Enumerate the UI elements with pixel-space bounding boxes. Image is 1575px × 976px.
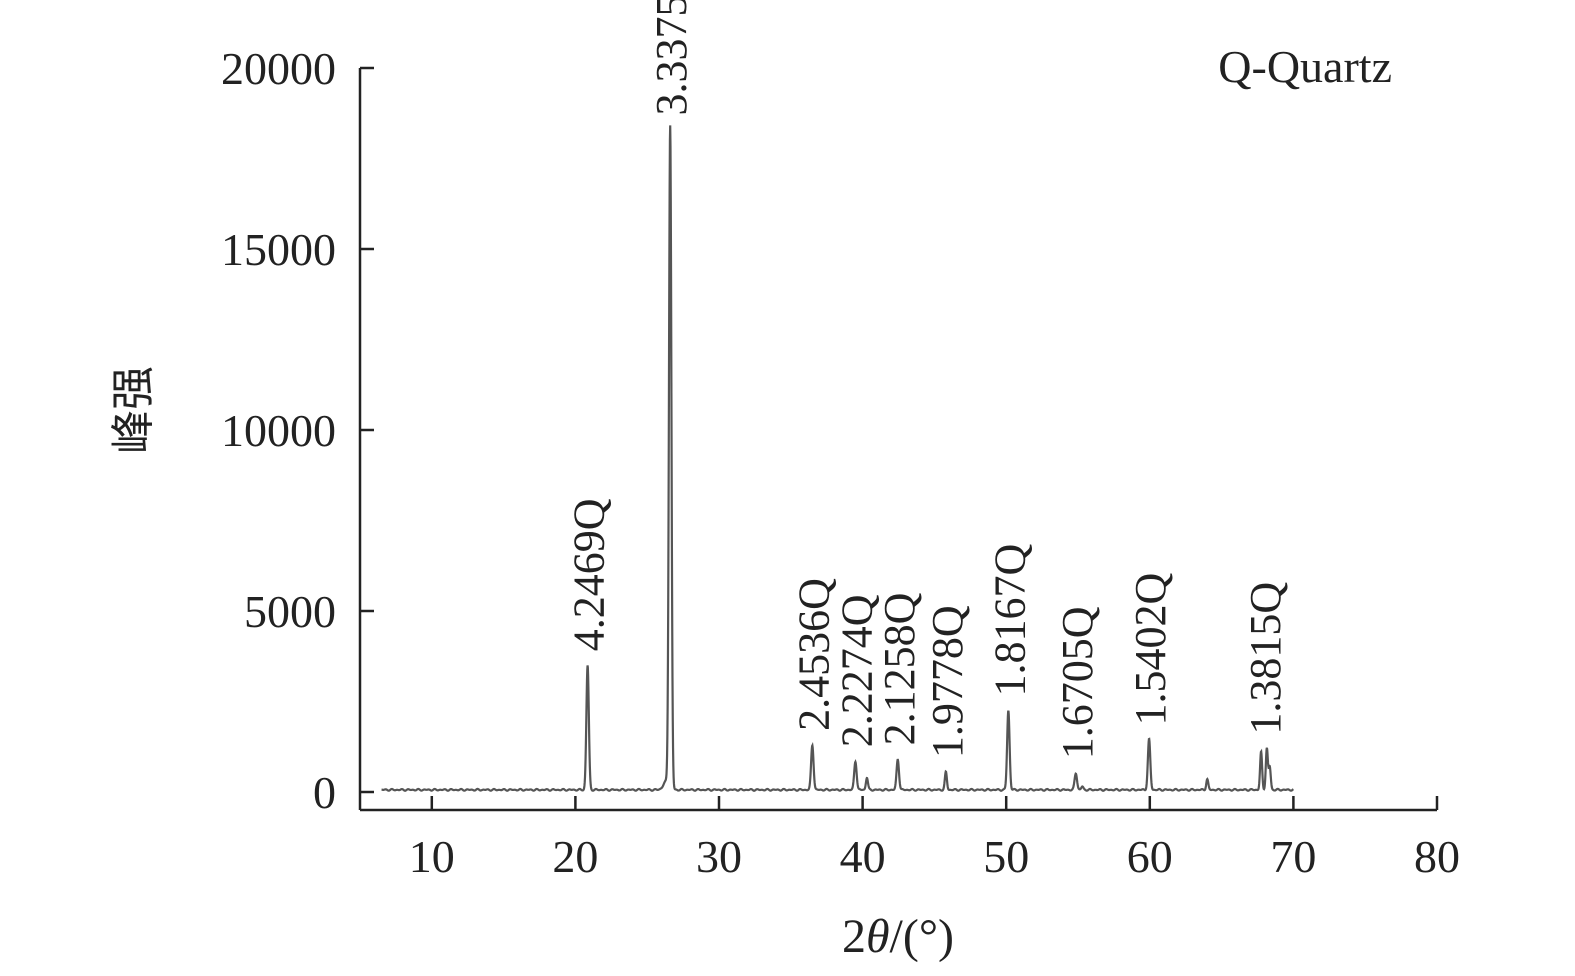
y-tick-label: 15000 xyxy=(221,224,336,275)
axes xyxy=(358,68,1437,812)
peak-annotation: 4.2469Q xyxy=(565,498,614,651)
x-tick-label: 40 xyxy=(840,831,886,882)
x-tick-label: 10 xyxy=(409,831,455,882)
peak-annotation: 2.2274Q xyxy=(832,594,881,747)
x-ticks: 10 20 30 40 50 60 70 80 xyxy=(409,796,1460,882)
x-axis-title: 2θ/(°) xyxy=(842,910,954,963)
y-axis-title: 峰强 xyxy=(108,366,159,454)
x-tick-label: 80 xyxy=(1414,831,1460,882)
y-tick-label: 0 xyxy=(313,767,336,818)
y-tick-label: 10000 xyxy=(221,405,336,456)
x-tick-label: 50 xyxy=(983,831,1029,882)
peak-annotation: 1.9778Q xyxy=(923,605,972,758)
peak-annotation: 1.5402Q xyxy=(1126,573,1175,726)
peak-annotation: 1.3815Q xyxy=(1241,582,1290,735)
y-ticks: 0 5000 10000 15000 20000 xyxy=(221,43,374,818)
legend-label: Q-Quartz xyxy=(1218,41,1392,92)
xrd-pattern-line xyxy=(381,125,1294,792)
peak-annotation: 2.1258Q xyxy=(875,592,924,745)
peak-annotation: 1.8167Q xyxy=(985,544,1034,697)
x-tick-label: 70 xyxy=(1270,831,1316,882)
x-tick-label: 20 xyxy=(552,831,598,882)
peak-annotation: 2.4536Q xyxy=(789,578,838,731)
y-tick-label: 5000 xyxy=(244,586,336,637)
y-tick-label: 20000 xyxy=(221,43,336,94)
peak-annotation: 1.6705Q xyxy=(1053,606,1102,759)
peak-annotation: 3.3375Q xyxy=(647,0,696,116)
x-tick-label: 60 xyxy=(1127,831,1173,882)
x-tick-label: 30 xyxy=(696,831,742,882)
